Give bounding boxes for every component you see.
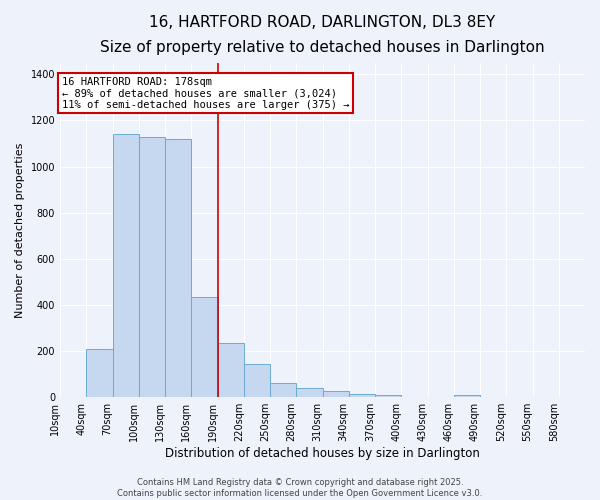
Text: Contains HM Land Registry data © Crown copyright and database right 2025.
Contai: Contains HM Land Registry data © Crown c… <box>118 478 482 498</box>
Bar <box>139 136 165 397</box>
Bar <box>270 384 296 397</box>
X-axis label: Distribution of detached houses by size in Darlington: Distribution of detached houses by size … <box>165 447 480 460</box>
Bar <box>86 349 113 397</box>
Bar <box>375 395 401 397</box>
Bar <box>218 343 244 397</box>
Bar <box>113 134 139 397</box>
Bar <box>191 297 218 397</box>
Bar <box>454 395 480 397</box>
Y-axis label: Number of detached properties: Number of detached properties <box>15 142 25 318</box>
Bar <box>323 392 349 397</box>
Bar <box>349 394 375 397</box>
Title: 16, HARTFORD ROAD, DARLINGTON, DL3 8EY
Size of property relative to detached hou: 16, HARTFORD ROAD, DARLINGTON, DL3 8EY S… <box>100 15 545 54</box>
Bar <box>296 388 323 397</box>
Bar <box>165 139 191 397</box>
Text: 16 HARTFORD ROAD: 178sqm
← 89% of detached houses are smaller (3,024)
11% of sem: 16 HARTFORD ROAD: 178sqm ← 89% of detach… <box>62 76 349 110</box>
Bar <box>244 364 270 397</box>
